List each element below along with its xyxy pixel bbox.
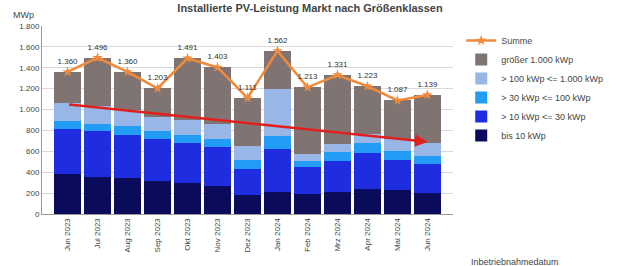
svg-text:1.223: 1.223 [357,71,378,80]
svg-text:Jun 2024: Jun 2024 [423,218,432,251]
svg-text:1.562: 1.562 [267,36,288,45]
svg-text:Mai 2024: Mai 2024 [393,218,402,251]
svg-text:Aug 2023: Aug 2023 [123,218,132,253]
svg-text:1.203: 1.203 [148,73,169,82]
svg-text:1.331: 1.331 [327,60,348,69]
svg-text:1.139: 1.139 [417,80,438,89]
svg-text:größer 1.000 kWp: größer 1.000 kWp [501,55,573,65]
svg-text:bis 10 kWp: bis 10 kWp [501,131,546,141]
svg-text:> 100 kWp <= 1.000 kWp: > 100 kWp <= 1.000 kWp [501,74,603,84]
svg-text:Jun 2023: Jun 2023 [63,218,72,251]
svg-text:200: 200 [26,189,40,198]
svg-text:Summe: Summe [501,36,532,46]
svg-text:1.200: 1.200 [19,84,40,93]
svg-text:800: 800 [26,126,40,135]
svg-text:1.800: 1.800 [19,22,40,31]
svg-text:Feb 2024: Feb 2024 [303,218,312,252]
svg-text:Mrz 2024: Mrz 2024 [333,218,342,252]
svg-text:1.213: 1.213 [297,72,318,81]
svg-text:1.000: 1.000 [19,105,40,114]
svg-text:> 30 kWp <= 100 kWp: > 30 kWp <= 100 kWp [501,93,590,103]
svg-text:1.491: 1.491 [178,43,199,52]
svg-text:0: 0 [35,210,40,219]
svg-text:Inbetriebnahmedatum: Inbetriebnahmedatum [471,257,559,266]
svg-text:MWp: MWp [13,10,34,20]
svg-text:Nov 2023: Nov 2023 [213,218,222,253]
svg-text:Jul 2023: Jul 2023 [93,218,102,249]
svg-text:1.087: 1.087 [387,85,408,94]
svg-text:Apr 2024: Apr 2024 [363,218,372,251]
svg-text:1.496: 1.496 [88,43,109,52]
svg-text:Okt 2023: Okt 2023 [183,218,192,251]
svg-text:Jan 2024: Jan 2024 [273,218,282,251]
svg-text:600: 600 [26,147,40,156]
svg-text:1.360: 1.360 [118,57,139,66]
svg-text:1.360: 1.360 [58,57,79,66]
svg-text:1.403: 1.403 [207,52,228,61]
svg-text:> 10 kWp <= 30 kWp: > 10 kWp <= 30 kWp [501,112,585,122]
svg-text:Sep 2023: Sep 2023 [153,218,162,253]
svg-text:Installierte PV-Leistung Markt: Installierte PV-Leistung Markt nach Größ… [177,2,443,14]
svg-text:1.111: 1.111 [238,83,257,92]
svg-text:1.400: 1.400 [19,64,40,73]
svg-text:400: 400 [26,168,40,177]
svg-text:Dez 2023: Dez 2023 [243,218,252,253]
svg-text:1.600: 1.600 [19,43,40,52]
